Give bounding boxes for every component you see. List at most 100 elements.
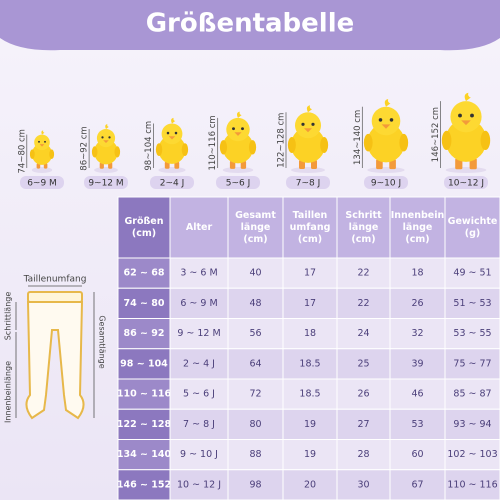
header-text: länge xyxy=(349,222,379,233)
table-cell xyxy=(227,257,284,289)
chick-foot xyxy=(99,162,104,169)
chick-wing xyxy=(114,146,121,158)
cell-text: 53 ~ 55 xyxy=(453,328,491,339)
cell-text: 134 ~ 140 xyxy=(117,449,172,460)
chick-age: 5~6 J xyxy=(226,179,251,189)
cell-text: 72 xyxy=(249,389,261,400)
header-cell xyxy=(336,196,391,259)
cell-text: 49 ~ 51 xyxy=(453,268,491,279)
cell-text: 27 xyxy=(357,419,369,430)
chick-foot xyxy=(36,163,41,169)
header-cell xyxy=(169,196,229,259)
cell-text: 80 xyxy=(249,419,261,430)
table-cell xyxy=(444,318,500,350)
chick-shadow xyxy=(31,167,53,173)
table-cell xyxy=(117,378,171,410)
chick-body xyxy=(158,135,186,164)
chick-eye xyxy=(470,113,474,118)
cell-text: 110 ~ 116 xyxy=(447,479,497,490)
chick-tuft xyxy=(171,117,176,124)
cell-text: 26 xyxy=(357,389,369,400)
chick-wing xyxy=(219,140,228,155)
table-cell xyxy=(444,378,500,410)
chick-eye xyxy=(389,118,394,122)
table-cell xyxy=(227,408,284,440)
chick-eye xyxy=(311,122,315,126)
chick xyxy=(155,117,189,173)
cell-text: 122 ~ 128 xyxy=(117,419,172,430)
chick-foot xyxy=(240,160,247,169)
chick-eye xyxy=(174,131,178,135)
cell-text: 6 ~ 9 M xyxy=(180,298,217,309)
cell-text: 22 xyxy=(357,268,369,279)
chick-eye xyxy=(38,140,40,143)
header-text: (cm) xyxy=(132,228,156,239)
table-cell xyxy=(389,318,446,350)
chick-age: 2~4 J xyxy=(160,179,185,189)
chick-wing xyxy=(399,133,409,152)
header-text: länge xyxy=(241,222,271,233)
chick-shadow xyxy=(94,167,118,173)
cell-text: 19 xyxy=(304,449,316,460)
title-banner xyxy=(0,0,500,51)
chick-body xyxy=(222,131,254,164)
cell-text: 85 ~ 87 xyxy=(453,389,491,400)
chick-height: 86~92 cm xyxy=(80,126,90,170)
cell-text: 17 xyxy=(304,268,316,279)
chick-height: 122~128 cm xyxy=(277,113,287,168)
cell-text: 2 ~ 4 J xyxy=(183,358,215,369)
waist-label: Taillenumfang xyxy=(23,275,87,285)
cell-text: 20 xyxy=(304,479,316,490)
header-cell xyxy=(117,196,171,259)
table-cell xyxy=(117,287,171,319)
cell-text: 19 xyxy=(304,419,316,430)
chick-beak xyxy=(381,124,391,129)
chick-body xyxy=(367,123,405,163)
chick-age: 6~9 M xyxy=(27,179,57,189)
chick-wing xyxy=(287,137,296,153)
chick-beak xyxy=(234,132,242,136)
chick-wing xyxy=(29,149,35,159)
chick xyxy=(363,99,409,173)
chick xyxy=(219,111,257,173)
chick-eye xyxy=(232,127,235,131)
header-text: umfang xyxy=(290,222,331,233)
age-pill xyxy=(286,176,330,189)
chick-height: 146~152 cm xyxy=(431,107,441,162)
chick-foot xyxy=(174,161,180,169)
cell-text: 30 xyxy=(357,479,369,490)
cell-text: 98 ~ 104 xyxy=(120,358,168,369)
title: Größentabelle xyxy=(146,9,355,39)
chick-body xyxy=(31,143,53,165)
table-cell xyxy=(169,378,229,410)
header-text: Innenbein xyxy=(391,210,445,221)
chick-wing xyxy=(155,143,163,157)
table-cell xyxy=(389,378,446,410)
cell-text: 22 xyxy=(357,298,369,309)
header-text: Gesamt xyxy=(235,210,276,221)
chick xyxy=(441,92,491,173)
chick-foot xyxy=(43,163,48,169)
chick-foot xyxy=(164,161,170,169)
cell-text: 17 xyxy=(304,298,316,309)
chick-head xyxy=(371,106,401,136)
table-cell xyxy=(117,348,171,380)
chick-eye xyxy=(378,118,383,122)
table-cell xyxy=(227,378,284,410)
cell-text: 46 xyxy=(411,389,423,400)
header-text: Schritt xyxy=(345,210,382,221)
header-text: länge xyxy=(403,222,433,233)
cell-text: 62 ~ 68 xyxy=(123,268,164,279)
chick-beak xyxy=(103,140,109,144)
table-cell xyxy=(336,469,391,500)
chick-body xyxy=(445,118,487,162)
table-cell xyxy=(389,469,446,500)
chick-eye xyxy=(166,131,170,135)
table-cell xyxy=(389,408,446,440)
cell-text: 18 xyxy=(411,268,423,279)
cell-text: 48 xyxy=(249,298,261,309)
cell-text: 32 xyxy=(411,328,423,339)
chick-beak xyxy=(304,128,312,133)
cell-text: 67 xyxy=(411,479,423,490)
header-text: Alter xyxy=(186,222,213,233)
